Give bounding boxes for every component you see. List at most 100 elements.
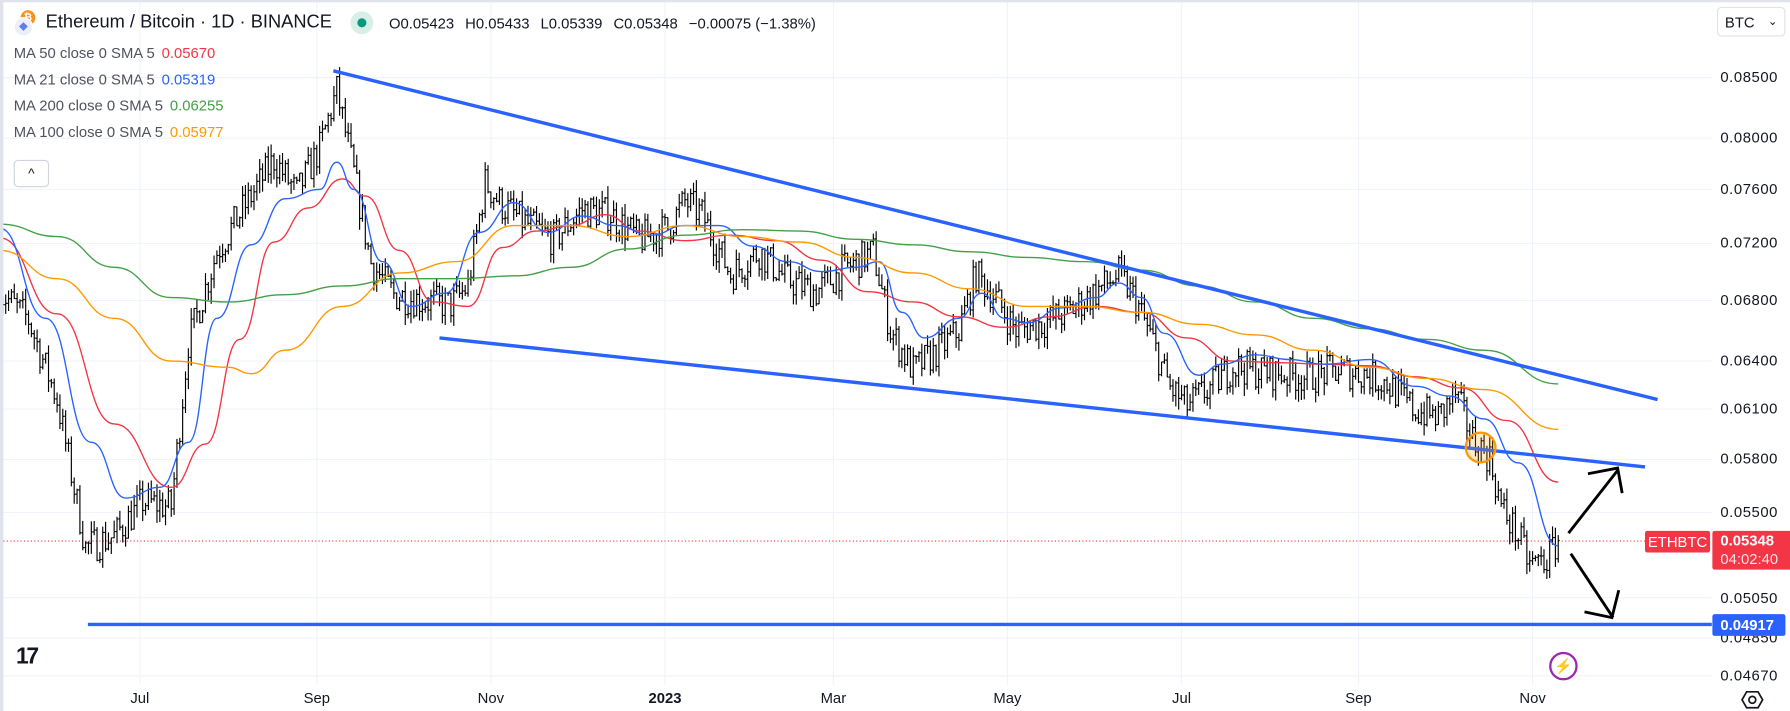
- ohlc-bar: [1088, 286, 1092, 316]
- ohlc-bar: [1111, 280, 1115, 285]
- ohlc-bar: [926, 335, 929, 354]
- ohlc-bar: [418, 285, 421, 321]
- ohlc-bar: [92, 520, 96, 536]
- breakdown-highlight-circle[interactable]: [1464, 431, 1497, 464]
- last-price: 0.05348: [1720, 531, 1775, 550]
- indicator-value: 0.05977: [169, 123, 224, 141]
- ohlc-bar: [1322, 367, 1326, 396]
- ohlc-bar: [1534, 555, 1537, 562]
- ohlc-bar: [1008, 305, 1012, 342]
- ohlc-bar: [486, 165, 490, 194]
- ohlc-bar: [238, 216, 242, 229]
- ohlc-bar: [646, 213, 650, 238]
- upper-trendline[interactable]: [332, 69, 1658, 402]
- ma200-line[interactable]: [0, 223, 1559, 385]
- time-tick-label: 2023: [648, 689, 682, 707]
- ohlc-bar: [378, 263, 381, 280]
- ohlc-bar: [846, 252, 849, 268]
- ohlc-bar: [789, 259, 792, 289]
- indicator-label: MA 100 close 0 SMA 5: [13, 123, 164, 141]
- lower-trendline[interactable]: [439, 336, 1646, 469]
- ohlc-bar: [737, 252, 741, 278]
- ohlc-bar: [275, 159, 279, 188]
- close-value: C0.05348: [613, 14, 678, 32]
- ohlc-bar: [1374, 359, 1377, 393]
- ma50-line[interactable]: [0, 178, 1559, 489]
- ohlc-bar: [7, 290, 10, 311]
- ohlc-bar: [1023, 316, 1026, 339]
- ohlc-bar: [1097, 279, 1101, 310]
- indicator-ma100[interactable]: MA 100 close 0 SMA 5 0.05977: [14, 122, 224, 148]
- ohlc-bar: [763, 247, 767, 281]
- ma100-line[interactable]: [0, 224, 1559, 431]
- ohlc-bar: [960, 305, 964, 342]
- ohlc-bar: [689, 188, 693, 212]
- ohlc-bar: [1528, 550, 1532, 572]
- ohlc-bar: [1214, 356, 1218, 372]
- indicator-ma200[interactable]: MA 200 close 0 SMA 5 0.06255: [14, 96, 224, 122]
- ohlc-bar: [777, 259, 781, 282]
- ohlc-bar: [1066, 294, 1069, 314]
- ohlc-bar: [358, 169, 361, 230]
- symbol-price-tag: ETHBTC: [1645, 530, 1711, 553]
- ohlc-bar: [332, 86, 336, 122]
- symbol-title[interactable]: Ethereum / Bitcoin · 1D · BINANCE: [45, 12, 332, 32]
- ohlc-bar: [1494, 473, 1497, 505]
- ohlc-bar: [968, 291, 972, 316]
- indicator-ma50[interactable]: MA 50 close 0 SMA 5 0.05670: [14, 43, 224, 69]
- ohlc-bar: [1251, 350, 1255, 372]
- tradingview-logo[interactable]: 17: [15, 643, 39, 669]
- collapse-legend-button[interactable]: ^: [13, 159, 50, 188]
- lightning-icon[interactable]: ⚡: [1549, 651, 1578, 681]
- ohlc-bar: [991, 288, 995, 316]
- ohlc-bar: [449, 292, 453, 323]
- ohlc-bar: [1382, 379, 1386, 402]
- ohlc-bar: [1362, 368, 1366, 395]
- ohlc-bars: [0, 67, 1560, 579]
- ohlc-bar: [506, 191, 510, 224]
- ohlc-bar: [686, 193, 690, 218]
- ohlc-bar: [1531, 551, 1534, 566]
- ma21-line[interactable]: [0, 161, 1559, 547]
- ohlc-bar: [860, 239, 864, 278]
- ohlc-bar: [1234, 372, 1238, 388]
- up-arrow[interactable]: [1567, 466, 1624, 534]
- ohlc-bar: [175, 438, 179, 488]
- ohlc-bar: [1536, 554, 1540, 567]
- ohlc-bar: [1337, 366, 1340, 385]
- indicator-ma21[interactable]: MA 21 close 0 SMA 5 0.05319: [14, 70, 224, 96]
- ohlc-bar: [375, 262, 379, 292]
- price-tick-label: 0.08500: [1720, 68, 1779, 86]
- ohlc-bar: [15, 292, 19, 314]
- drawings: [87, 69, 1713, 627]
- open-value: O0.05423: [388, 14, 455, 32]
- ohlc-bar: [1385, 376, 1389, 395]
- ohlc-bar: [355, 154, 359, 174]
- ohlc-bar: [406, 304, 410, 319]
- moving-averages: [0, 161, 1559, 547]
- settings-icon[interactable]: [1741, 690, 1764, 711]
- market-status-icon[interactable]: [350, 11, 374, 35]
- price-tick-label: 0.05800: [1720, 450, 1779, 468]
- ohlc-bar: [500, 187, 504, 224]
- ohlc-bar: [906, 344, 909, 366]
- ohlc-bar: [1140, 291, 1143, 312]
- ohlc-bar: [940, 322, 944, 344]
- ohlc-bar: [112, 520, 116, 539]
- down-arrow[interactable]: [1569, 552, 1621, 620]
- ohlc-bar: [304, 160, 307, 189]
- indicator-label: MA 21 close 0 SMA 5: [13, 70, 155, 88]
- ohlc-bar: [1177, 377, 1181, 410]
- ohlc-bar: [281, 152, 284, 182]
- ohlc-bar: [421, 299, 424, 322]
- ohlc-bar: [874, 231, 878, 277]
- currency-label: BTC: [1724, 13, 1755, 31]
- ohlc-bar: [50, 378, 53, 388]
- ohlc-bar: [1285, 376, 1289, 397]
- ohlc-bar: [1125, 265, 1129, 299]
- symbol-logos: ₿ ◆: [13, 10, 39, 37]
- currency-dropdown[interactable]: BTC ⌄: [1716, 6, 1786, 37]
- ohlc-bar: [1354, 365, 1357, 380]
- ohlc-bar: [1545, 559, 1549, 579]
